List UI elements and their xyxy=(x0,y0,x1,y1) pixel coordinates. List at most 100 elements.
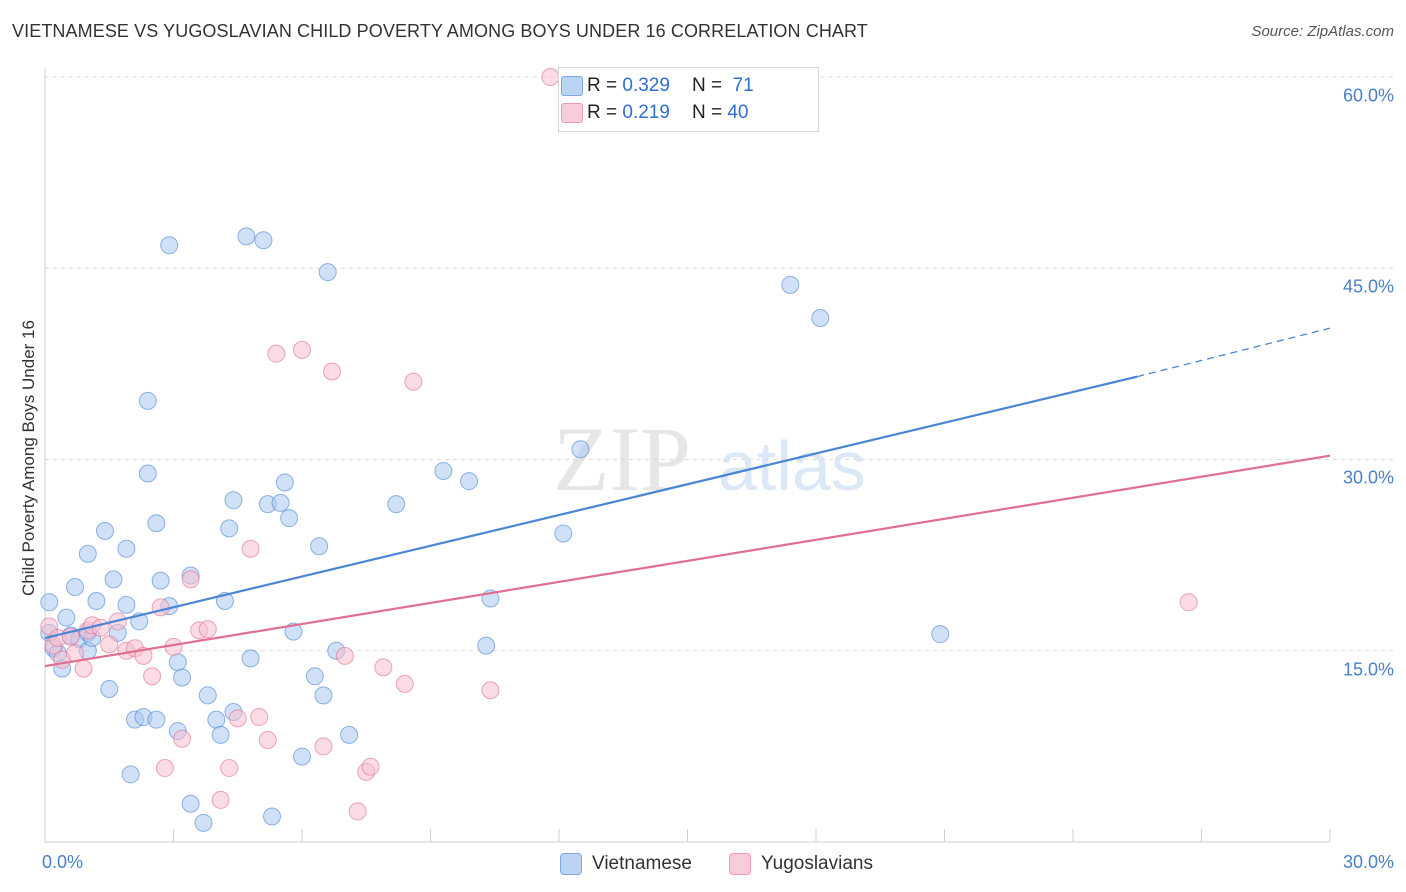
data-point-vietnamese xyxy=(198,686,217,705)
data-point-vietnamese xyxy=(220,519,239,538)
data-point-vietnamese xyxy=(241,649,260,668)
data-points xyxy=(40,68,1198,832)
legend-r-value: 0.329 xyxy=(622,75,670,96)
legend-r-label: R = xyxy=(587,102,618,123)
legend-row-yugoslavians: R = 0.219 N = 40 xyxy=(561,100,748,126)
data-point-vietnamese xyxy=(931,625,950,644)
data-point-yugoslavians xyxy=(91,618,110,637)
data-point-vietnamese xyxy=(173,668,192,687)
data-point-vietnamese xyxy=(117,595,136,614)
bottom-legend-swatch-yugoslavians xyxy=(729,853,751,875)
y-tick-label: 45.0% xyxy=(1342,276,1394,297)
data-point-vietnamese xyxy=(310,537,329,556)
data-point-vietnamese xyxy=(104,570,123,589)
axes xyxy=(44,68,1331,843)
data-point-yugoslavians xyxy=(220,759,239,778)
data-point-vietnamese xyxy=(100,680,119,698)
data-point-vietnamese xyxy=(811,308,830,327)
legend-swatch-vietnamese xyxy=(561,76,583,96)
legend-swatch-yugoslavians xyxy=(561,103,583,123)
data-point-vietnamese xyxy=(318,263,337,282)
trend-line-vietnamese-extension xyxy=(1137,327,1331,378)
data-point-yugoslavians xyxy=(143,667,162,686)
data-point-yugoslavians xyxy=(335,646,354,665)
data-point-vietnamese xyxy=(147,514,166,533)
data-point-yugoslavians xyxy=(198,620,217,639)
data-point-yugoslavians xyxy=(228,709,247,728)
bottom-legend-label: Vietnamese xyxy=(592,853,692,874)
data-point-vietnamese xyxy=(211,725,230,744)
legend-n-label: N = xyxy=(691,102,723,123)
data-point-vietnamese xyxy=(168,653,187,672)
data-point-vietnamese xyxy=(434,461,453,480)
data-point-yugoslavians xyxy=(151,598,170,617)
data-point-yugoslavians xyxy=(314,737,333,756)
data-point-yugoslavians xyxy=(361,757,380,776)
data-point-yugoslavians xyxy=(541,68,560,86)
y-tick-label: 60.0% xyxy=(1342,85,1394,106)
data-point-vietnamese xyxy=(314,686,333,705)
data-point-yugoslavians xyxy=(293,340,311,359)
data-point-yugoslavians xyxy=(173,729,192,748)
legend-n-value: 71 xyxy=(732,75,754,96)
data-point-yugoslavians xyxy=(374,658,393,677)
data-point-vietnamese xyxy=(237,227,256,246)
legend: R = 0.329 N = 71 R = 0.219 N = 40 xyxy=(558,67,819,132)
data-point-vietnamese xyxy=(117,539,136,558)
data-point-vietnamese xyxy=(121,765,140,784)
data-point-vietnamese xyxy=(275,473,294,492)
data-point-vietnamese xyxy=(340,725,359,744)
data-point-vietnamese xyxy=(147,710,166,729)
data-point-vietnamese xyxy=(138,391,157,410)
data-point-yugoslavians xyxy=(258,731,277,749)
data-point-yugoslavians xyxy=(211,790,230,809)
data-point-yugoslavians xyxy=(395,674,414,693)
bottom-legend-swatch-vietnamese xyxy=(560,853,582,875)
bottom-legend-label: Yugoslavians xyxy=(761,853,873,874)
source-label: Source: ZipAtlas.com xyxy=(1251,23,1394,40)
data-point-vietnamese xyxy=(387,495,406,514)
trend-line-vietnamese xyxy=(44,375,1138,640)
y-tick-label: 15.0% xyxy=(1342,659,1394,680)
data-point-yugoslavians xyxy=(155,759,174,778)
data-point-vietnamese xyxy=(194,813,213,832)
data-point-yugoslavians xyxy=(322,362,341,381)
data-point-vietnamese xyxy=(40,593,59,612)
data-point-vietnamese xyxy=(293,747,311,766)
bottom-legend-vietnamese: Vietnamese xyxy=(560,852,692,876)
data-point-vietnamese xyxy=(65,578,84,596)
gridlines xyxy=(45,76,1395,652)
data-point-yugoslavians xyxy=(481,681,500,700)
data-point-vietnamese xyxy=(271,493,290,512)
watermark-atlas: atlas xyxy=(718,427,866,505)
data-point-vietnamese xyxy=(207,710,226,729)
data-point-yugoslavians xyxy=(241,539,260,558)
data-point-vietnamese xyxy=(78,544,97,563)
data-point-yugoslavians xyxy=(74,659,93,678)
data-point-yugoslavians xyxy=(267,344,286,363)
legend-r-label: R = xyxy=(587,75,618,96)
data-point-vietnamese xyxy=(57,608,76,627)
data-point-vietnamese xyxy=(138,464,157,483)
data-point-yugoslavians xyxy=(181,570,200,589)
trend-line-yugoslavians xyxy=(44,454,1331,668)
x-tick-label-max: 30.0% xyxy=(1342,852,1394,872)
legend-row-vietnamese: R = 0.329 N = 71 xyxy=(561,73,754,99)
data-point-vietnamese xyxy=(181,794,200,813)
data-point-vietnamese xyxy=(571,440,590,459)
data-point-vietnamese xyxy=(224,491,243,510)
data-point-yugoslavians xyxy=(1179,593,1198,612)
data-point-vietnamese xyxy=(477,636,496,655)
data-point-vietnamese xyxy=(554,524,573,543)
chart-title: VIETNAMESE VS YUGOSLAVIAN CHILD POVERTY … xyxy=(12,21,868,41)
y-tick-label: 30.0% xyxy=(1342,467,1394,488)
bottom-legend-yugoslavians: Yugoslavians xyxy=(729,852,873,876)
data-point-vietnamese xyxy=(284,622,303,641)
data-point-yugoslavians xyxy=(404,372,423,391)
data-point-vietnamese xyxy=(87,592,106,611)
data-point-vietnamese xyxy=(254,231,273,250)
data-point-vietnamese xyxy=(305,667,324,686)
trend-lines xyxy=(44,327,1331,668)
data-point-yugoslavians xyxy=(348,802,367,821)
data-point-vietnamese xyxy=(151,571,170,590)
